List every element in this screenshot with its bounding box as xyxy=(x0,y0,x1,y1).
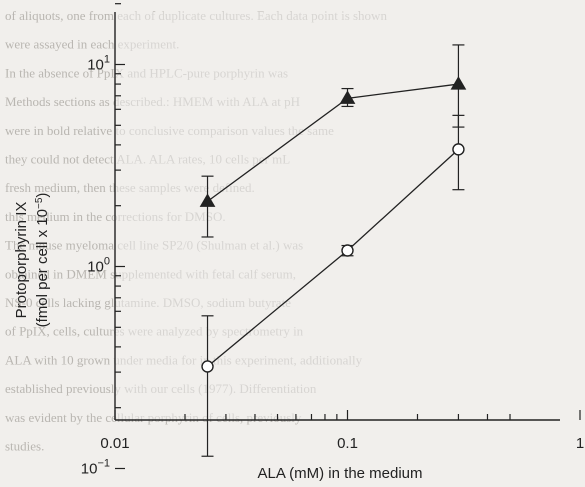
circle-marker xyxy=(452,143,465,156)
y-tick-label-exponent: 1 xyxy=(104,54,110,66)
x-tick-label: 1 xyxy=(576,435,584,452)
circle-marker xyxy=(201,360,214,373)
y-tick-label: 10−1 xyxy=(81,458,110,478)
y-tick-label: 100 xyxy=(87,256,110,276)
x-tick-label: 0.1 xyxy=(337,435,358,452)
y-axis-title-close: ) xyxy=(34,193,51,198)
y-axis-title-exponent: −5 xyxy=(34,197,45,209)
x-tick-label: 0.01 xyxy=(100,435,129,452)
triangle-marker xyxy=(339,90,356,104)
data-series xyxy=(199,44,467,457)
y-tick-label-base: 10 xyxy=(87,57,104,74)
plot-area-background xyxy=(115,12,585,420)
triangle-marker xyxy=(199,193,216,207)
y-tick-label-base: 10 xyxy=(87,259,104,276)
y-tick-label-exponent: 0 xyxy=(104,256,110,268)
circle-marker xyxy=(341,244,354,257)
y-axis-title-line2: (fmol per cell x 10−5) xyxy=(34,193,51,328)
y-tick-label-exponent: −1 xyxy=(97,458,110,470)
y-tick-label-base: 10 xyxy=(81,461,98,478)
triangle-marker xyxy=(450,76,467,90)
y-axis-title-text: (fmol per cell x 10 xyxy=(34,209,51,327)
y-axis-title-line1: Protoporphyrin IX xyxy=(13,202,30,319)
background-text-line: studies. xyxy=(5,439,44,454)
y-tick-label: 101 xyxy=(87,54,110,74)
x-axis-title: ALA (mΜ) in the medium xyxy=(257,465,422,482)
